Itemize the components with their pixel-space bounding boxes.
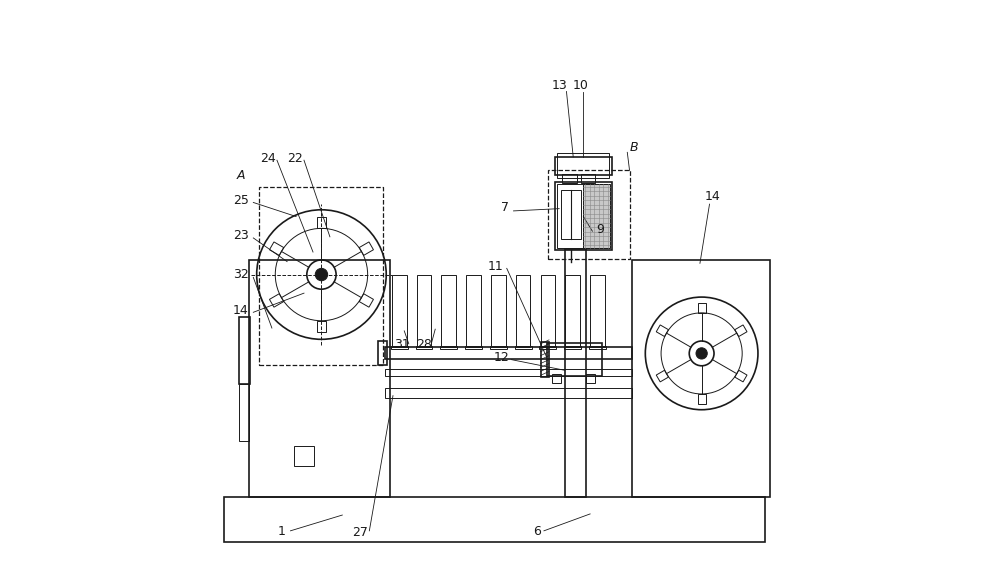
Text: 32: 32 <box>233 268 249 281</box>
Text: 7: 7 <box>501 201 509 214</box>
Text: B: B <box>630 140 638 153</box>
Bar <box>516 275 530 346</box>
Bar <box>552 374 561 383</box>
Bar <box>541 275 555 346</box>
Bar <box>581 174 595 183</box>
Text: 22: 22 <box>287 152 303 165</box>
Bar <box>491 275 506 346</box>
Bar <box>440 345 457 349</box>
Bar <box>417 275 431 346</box>
Bar <box>441 275 456 346</box>
Text: 13: 13 <box>551 79 567 92</box>
Bar <box>548 170 630 259</box>
Bar <box>555 157 612 175</box>
Bar <box>416 345 432 349</box>
Bar <box>555 182 612 250</box>
Bar <box>378 341 387 365</box>
Bar <box>632 260 770 497</box>
Bar <box>391 345 408 349</box>
Bar <box>249 260 390 497</box>
Bar <box>392 275 407 346</box>
Bar <box>590 275 605 346</box>
Text: 12: 12 <box>493 351 509 364</box>
Text: 10: 10 <box>573 79 588 92</box>
Text: A: A <box>237 169 245 182</box>
Text: 9: 9 <box>596 224 604 237</box>
Bar <box>466 275 481 346</box>
Bar <box>385 346 632 359</box>
Bar <box>561 190 581 239</box>
Bar <box>557 185 609 247</box>
Bar <box>583 185 610 247</box>
Bar <box>539 345 556 349</box>
Bar <box>224 497 765 542</box>
Bar <box>239 384 249 441</box>
Bar <box>586 374 595 383</box>
Text: 31: 31 <box>394 338 410 351</box>
Text: 23: 23 <box>233 229 249 242</box>
Text: 14: 14 <box>233 304 249 317</box>
Bar <box>547 343 602 376</box>
Bar <box>385 368 632 376</box>
Bar <box>465 345 482 349</box>
Bar <box>557 153 609 178</box>
Text: 6: 6 <box>533 525 541 538</box>
Bar <box>562 174 577 183</box>
Text: 25: 25 <box>233 194 249 207</box>
Bar <box>565 275 580 346</box>
Bar <box>294 447 314 466</box>
Circle shape <box>696 348 707 359</box>
Bar <box>541 342 549 377</box>
Bar <box>515 345 532 349</box>
Bar <box>259 187 383 365</box>
Text: 28: 28 <box>416 338 432 351</box>
Text: 14: 14 <box>705 190 721 203</box>
Bar <box>385 388 632 398</box>
Circle shape <box>315 268 328 281</box>
Text: 27: 27 <box>352 526 368 539</box>
Text: 1: 1 <box>278 525 285 538</box>
Bar <box>490 345 507 349</box>
Text: 11: 11 <box>488 260 503 273</box>
Bar <box>564 345 581 349</box>
Bar <box>239 317 250 384</box>
Bar <box>565 249 586 497</box>
Text: 24: 24 <box>260 152 276 165</box>
Bar <box>589 345 606 349</box>
